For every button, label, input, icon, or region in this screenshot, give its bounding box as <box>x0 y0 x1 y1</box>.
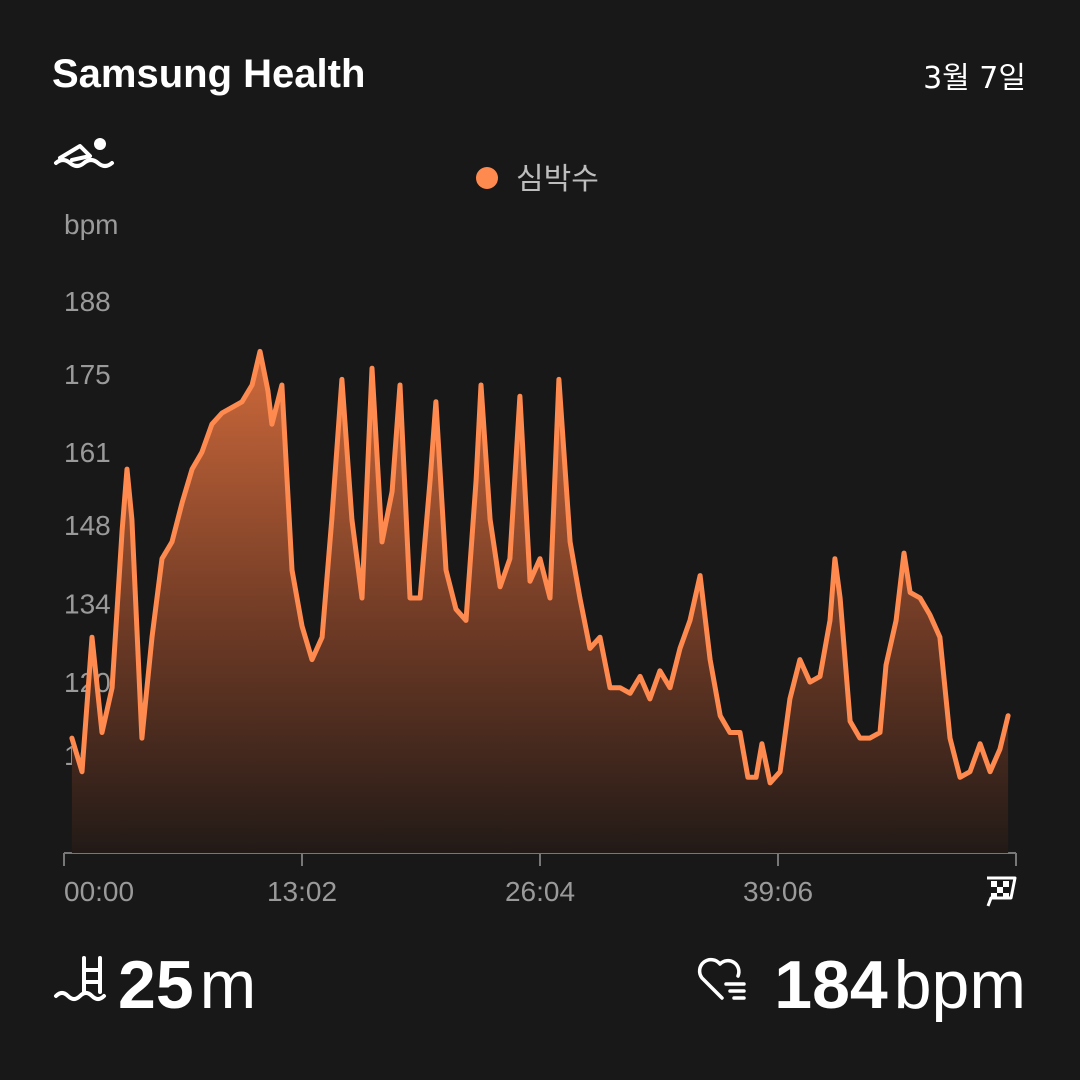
y-tick-label: 175 <box>64 359 111 390</box>
finish-flag-icon <box>986 876 1017 907</box>
x-tick-label: 13:02 <box>267 876 337 907</box>
y-tick-label: 148 <box>64 510 111 541</box>
heart-rate-value: 184 <box>774 947 888 1023</box>
heart-rate-unit: bpm <box>894 947 1026 1023</box>
heart-icon <box>697 957 746 1000</box>
legend-marker <box>476 167 498 189</box>
date: 3월 7일 <box>923 61 1026 96</box>
distance-unit: m <box>200 947 257 1023</box>
line <box>69 348 1011 786</box>
app-title: Samsung Health <box>52 52 365 96</box>
swim-icon <box>54 138 114 168</box>
y-axis-label: bpm <box>64 209 118 240</box>
y-tick-label: 188 <box>64 286 111 317</box>
y-tick-label: 134 <box>64 589 111 620</box>
x-tick-label: 39:06 <box>743 876 813 907</box>
y-tick-label: 161 <box>64 437 111 468</box>
x-tick-label: 26:04 <box>505 876 575 907</box>
distance: 25m <box>118 947 256 1023</box>
x-tick-label: 00:00 <box>64 876 134 907</box>
area <box>71 351 1009 853</box>
distance-value: 25 <box>118 947 194 1023</box>
legend-label: 심박수 <box>516 162 599 197</box>
pool-icon <box>54 956 106 1001</box>
heart-rate: 184bpm <box>774 947 1026 1023</box>
